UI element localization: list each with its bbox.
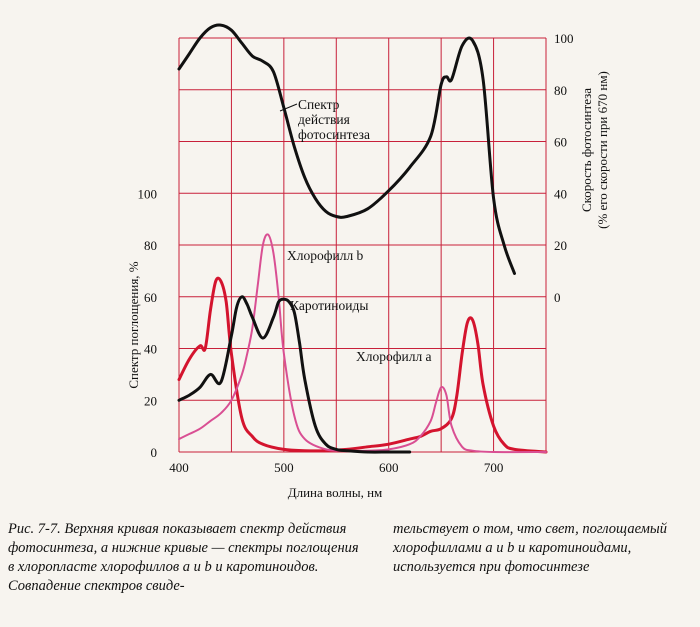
y-left-tick-label: 20 bbox=[144, 393, 157, 408]
series-action-spectrum bbox=[177, 23, 516, 275]
chart-ticks: 400 500 600 700 0 20 40 60 80 100 0 20 40 60 80 100 bbox=[138, 31, 574, 475]
chart-series bbox=[177, 23, 548, 454]
y-right-tick-label: 100 bbox=[554, 31, 574, 46]
left-axis-label: Спектр поглощения, % bbox=[126, 261, 141, 388]
annotation-action-spectrum-pointer bbox=[279, 103, 298, 112]
annotation-chlorophyll-a: Хлорофилл a bbox=[356, 349, 432, 364]
series-chlorophyll-a bbox=[177, 276, 548, 454]
series-chlorophyll-b bbox=[178, 233, 547, 454]
x-tick-label: 400 bbox=[169, 460, 189, 475]
y-left-tick-label: 0 bbox=[151, 445, 158, 460]
figure-caption-left: Рис. 7-7. Верхняя кривая показывает спек… bbox=[8, 521, 359, 594]
annotation-action-spectrum-line2: действия bbox=[298, 112, 350, 127]
y-right-tick-label: 0 bbox=[554, 290, 561, 305]
annotation-action-spectrum-line3: фотосинтеза bbox=[298, 127, 370, 142]
annotation-carotenoids: Каротиноиды bbox=[290, 298, 368, 313]
y-left-tick-label: 40 bbox=[144, 342, 157, 357]
x-tick-label: 500 bbox=[274, 460, 294, 475]
right-axis-label-line2: (% его скорости при 670 нм) bbox=[595, 71, 610, 229]
y-right-tick-label: 60 bbox=[554, 135, 567, 150]
annotation-action-spectrum-line1: Спектр bbox=[298, 97, 340, 112]
x-tick-label: 600 bbox=[379, 460, 399, 475]
x-tick-label: 700 bbox=[484, 460, 504, 475]
chart-grid bbox=[178, 37, 547, 453]
y-left-tick-label: 80 bbox=[144, 238, 157, 253]
y-left-tick-label: 100 bbox=[138, 186, 158, 201]
y-right-tick-label: 40 bbox=[554, 186, 567, 201]
absorption-action-spectrum-chart: 400 500 600 700 0 20 40 60 80 100 0 20 40 60 80 100 Дли… bbox=[126, 23, 610, 500]
y-left-tick-label: 60 bbox=[144, 290, 157, 305]
y-right-tick-label: 80 bbox=[554, 83, 567, 98]
right-axis-label-line1: Скорость фотосинтеза bbox=[579, 88, 594, 212]
series-carotenoids bbox=[177, 295, 412, 454]
figure-caption-right: тельствует о том, что свет, поглощаемый … bbox=[393, 521, 667, 575]
y-right-tick-label: 20 bbox=[554, 238, 567, 253]
annotation-chlorophyll-b: Хлорофилл b bbox=[287, 248, 364, 263]
x-axis-label: Длина волны, нм bbox=[288, 485, 383, 500]
